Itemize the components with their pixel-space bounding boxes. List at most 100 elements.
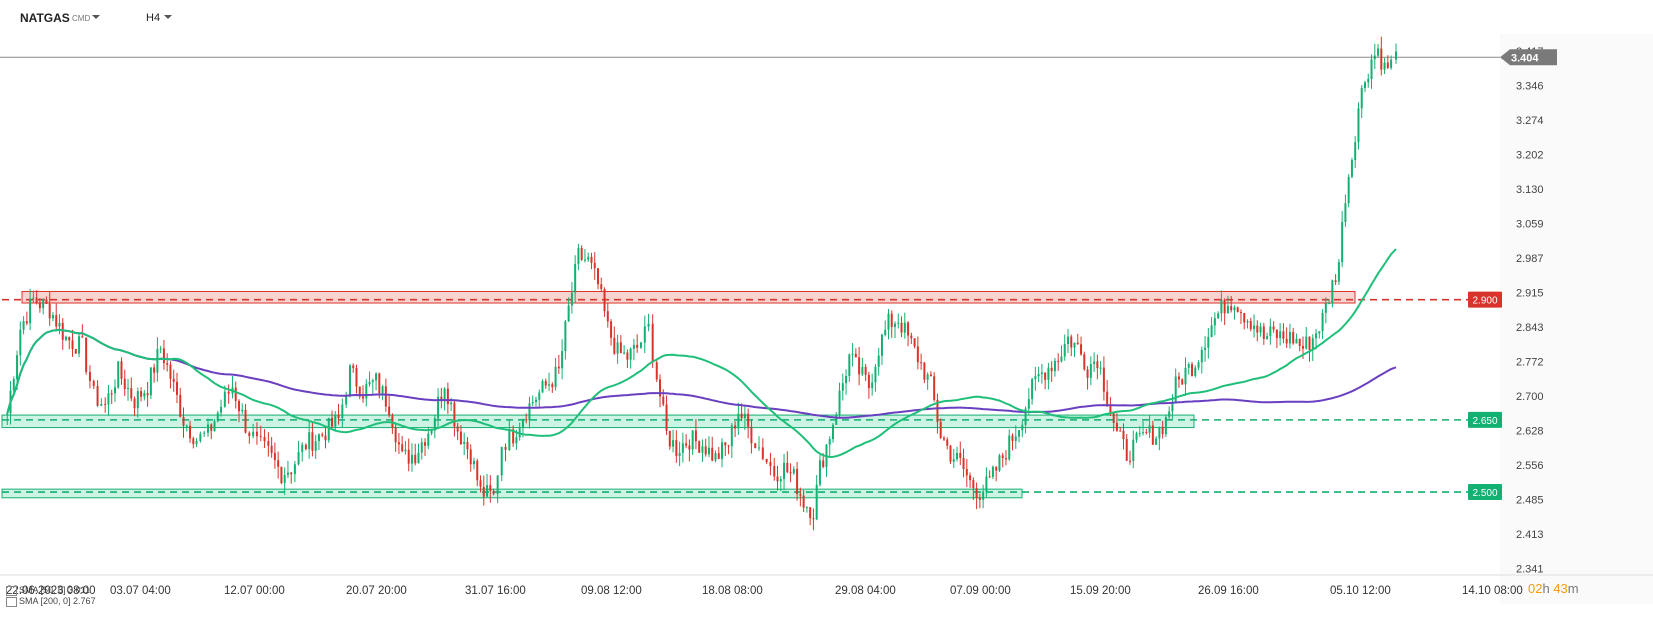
candle-body — [1386, 62, 1389, 68]
symbol-dropdown-icon[interactable] — [92, 15, 100, 19]
candle-body — [809, 507, 812, 519]
candle-body — [123, 378, 126, 390]
candle-body — [959, 452, 962, 458]
candle-body — [107, 393, 110, 405]
candle-body — [453, 402, 456, 427]
candle-body — [783, 462, 786, 480]
candle-body — [877, 355, 880, 367]
y-tick-label: 2.556 — [1516, 460, 1544, 472]
timeframe-dropdown-icon[interactable] — [164, 15, 172, 19]
candle-body — [504, 446, 507, 450]
candle-body — [1151, 425, 1154, 445]
candle-body — [1053, 360, 1056, 372]
candle-body — [227, 391, 230, 394]
candle-body — [71, 340, 74, 349]
chart-toolbar: NATGAS CMD H4 — [0, 0, 1653, 34]
candle-body — [259, 436, 262, 438]
candle-body — [267, 441, 270, 446]
candle-body — [1138, 433, 1141, 435]
timer-minutes: 43 — [1553, 581, 1568, 596]
candle-body — [1220, 299, 1223, 314]
candle-body — [88, 371, 91, 382]
candle-body — [331, 417, 334, 427]
candle-body — [25, 321, 28, 324]
candle-body — [440, 396, 443, 401]
candle-body — [414, 454, 417, 464]
candle-body — [1236, 307, 1239, 313]
candle-body — [982, 491, 985, 500]
candle-body — [707, 447, 710, 455]
candle-body — [942, 437, 945, 440]
candle-body — [949, 445, 952, 462]
candle-body — [1122, 430, 1125, 440]
candle-body — [1298, 338, 1301, 347]
candle-body — [761, 447, 764, 459]
y-tick-label: 2.987 — [1516, 253, 1544, 265]
timeframe-selector[interactable]: H4 — [146, 12, 161, 24]
y-tick-label: 2.772 — [1516, 357, 1544, 369]
candle-body — [779, 479, 782, 482]
candle-body — [1109, 404, 1112, 413]
candle-body — [407, 449, 410, 464]
candle-body — [1262, 326, 1265, 339]
candle-body — [734, 425, 737, 429]
candle-body — [1031, 379, 1034, 400]
candle-body — [1018, 430, 1021, 437]
candle-body — [567, 305, 570, 322]
candle-body — [1132, 439, 1135, 462]
candle-body — [900, 322, 903, 333]
candle-body — [371, 380, 374, 382]
candle-body — [19, 329, 22, 356]
candle-body — [496, 475, 499, 494]
candle-body — [1073, 342, 1076, 348]
candle-body — [600, 284, 603, 290]
candle-body — [65, 336, 68, 340]
y-tick-label: 3.274 — [1516, 115, 1544, 127]
candle-body — [55, 315, 58, 327]
sma-50-line — [6, 248, 1397, 459]
candle-body — [482, 486, 485, 497]
candle-body — [792, 468, 795, 474]
candle-body — [613, 337, 616, 354]
candle-body — [805, 507, 808, 509]
candle-body — [969, 475, 972, 481]
candle-body — [643, 326, 646, 343]
candle-body — [884, 329, 887, 335]
candle-body — [580, 248, 583, 260]
candle-body — [130, 388, 133, 399]
candle-body — [153, 367, 156, 373]
candle-body — [880, 334, 883, 356]
candle-body — [479, 480, 482, 487]
candle-body — [665, 404, 668, 431]
candle-body — [456, 426, 459, 432]
candle-body — [1099, 367, 1102, 369]
candle-body — [698, 441, 701, 453]
candle-body — [975, 488, 978, 498]
candle-body — [1269, 326, 1272, 337]
candle-body — [848, 354, 851, 377]
candle-body — [459, 431, 462, 444]
y-tick-label: 2.413 — [1516, 529, 1544, 541]
symbol-type-label: CMD — [72, 14, 91, 23]
candle-body — [531, 401, 534, 404]
candle-body — [283, 475, 286, 484]
candle-body — [1288, 332, 1291, 344]
candle-body — [1207, 336, 1210, 348]
candle-body — [659, 379, 662, 397]
candle-body — [1076, 342, 1079, 345]
candle-body — [747, 413, 750, 427]
candle-body — [606, 311, 609, 322]
candle-body — [1021, 424, 1024, 431]
candle-body — [156, 349, 159, 373]
candle-body — [149, 367, 152, 396]
candle-body — [998, 455, 1001, 471]
candle-body — [1328, 302, 1331, 304]
candle-body — [730, 425, 733, 447]
candle-body — [143, 393, 146, 397]
candle-body — [711, 447, 714, 461]
candle-body — [1057, 360, 1060, 362]
candle-body — [166, 363, 169, 365]
candle-body — [420, 442, 423, 453]
symbol-selector[interactable]: NATGAS — [20, 11, 70, 25]
